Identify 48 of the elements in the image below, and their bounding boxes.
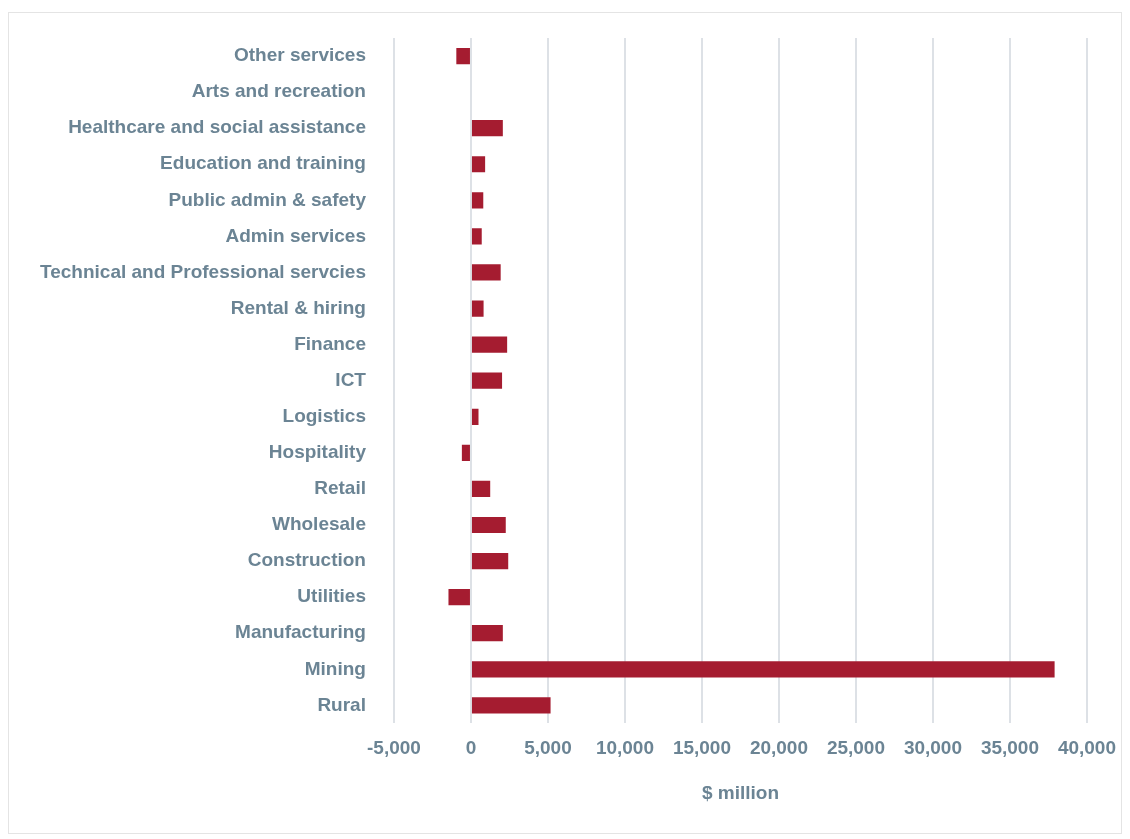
x-tick-label: 10,000: [595, 737, 655, 759]
x-tick-label: 35,000: [980, 737, 1040, 759]
bar: [461, 444, 470, 461]
bar: [456, 47, 470, 65]
bar: [471, 625, 503, 642]
x-tick-label: -5,000: [367, 737, 421, 759]
bar: [471, 192, 484, 209]
y-tick-label: Finance: [294, 332, 366, 354]
bar: [471, 408, 479, 425]
bar: [471, 300, 484, 317]
y-tick-label: Public admin & safety: [168, 188, 367, 210]
bar: [471, 336, 508, 353]
y-tick-label: Healthcare and social assistance: [68, 116, 366, 138]
y-tick-label: Manufacturing: [235, 621, 366, 643]
bar: [471, 516, 506, 534]
y-tick-label: Construction: [247, 549, 366, 571]
x-tick-label: 15,000: [672, 737, 732, 759]
y-tick-label: Utilities: [297, 585, 366, 607]
bar: [471, 264, 501, 281]
bar: [471, 661, 1055, 678]
bar: [471, 120, 503, 137]
bar: [471, 480, 491, 498]
x-tick-label: 40,000: [1057, 737, 1117, 759]
y-tick-label: Arts and recreation: [191, 80, 366, 102]
y-tick-label: Admin services: [225, 224, 366, 246]
bar: [448, 589, 470, 606]
y-tick-label: Rental & hiring: [230, 296, 366, 318]
x-tick-label: 25,000: [826, 737, 886, 759]
bar: [471, 156, 486, 173]
y-tick-label: Mining: [304, 657, 366, 679]
bar: [471, 228, 482, 245]
y-tick-label: Education and training: [160, 152, 366, 174]
y-tick-label: Hospitality: [268, 441, 367, 463]
y-tick-label: ICT: [335, 368, 367, 390]
x-tick-label: 0: [465, 737, 477, 759]
y-tick-label: Rural: [317, 693, 366, 715]
x-tick-label: 20,000: [749, 737, 809, 759]
bar: [471, 697, 551, 714]
x-tick-label: 30,000: [903, 737, 963, 759]
bar: [471, 552, 509, 570]
y-tick-label: Retail: [314, 477, 366, 499]
y-tick-label: Wholesale: [271, 513, 366, 535]
x-tick-label: 5,000: [524, 737, 572, 759]
y-tick-label: Other services: [233, 44, 366, 66]
y-tick-label: Technical and Professional servcies: [39, 260, 366, 282]
bar: [471, 372, 503, 389]
y-tick-label: Logistics: [282, 405, 366, 427]
x-axis-title: $ million: [701, 781, 779, 803]
